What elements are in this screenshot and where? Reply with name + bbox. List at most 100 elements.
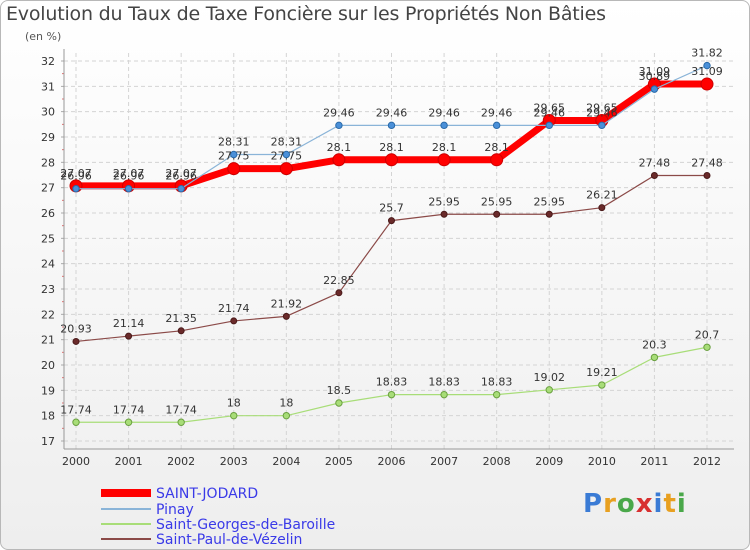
data-label: 29.65 — [586, 102, 618, 115]
data-point — [598, 121, 606, 130]
data-label: 26.96 — [60, 170, 92, 183]
legend-label-0: SAINT-JODARD — [156, 486, 258, 502]
data-label: 28.1 — [484, 141, 509, 154]
logo-letter: i — [653, 489, 664, 519]
data-point — [177, 327, 185, 335]
data-point — [545, 121, 553, 130]
data-point — [230, 411, 238, 420]
y-tick-label: 23 — [41, 283, 55, 296]
data-label: 29.65 — [534, 102, 566, 115]
data-point — [440, 121, 448, 130]
data-label: 27.07 — [113, 167, 145, 180]
data-point — [227, 162, 241, 176]
data-point — [387, 390, 396, 399]
axes: 17 18 19 20 21 22 23 24 25 26 27 28 29 30 31 32 2000 2001… — [41, 49, 734, 468]
data-label: 18.83 — [481, 376, 513, 389]
data-label: 20.3 — [642, 338, 667, 351]
y-tick-label: 24 — [41, 258, 55, 271]
x-tick-label: 2001 — [115, 455, 143, 468]
data-point — [650, 353, 659, 362]
series — [69, 61, 714, 426]
data-label: 18.83 — [376, 376, 408, 389]
data-point — [177, 184, 185, 193]
data-point — [72, 418, 80, 426]
x-tick-label: 2009 — [535, 455, 563, 468]
data-point — [230, 150, 238, 159]
data-point — [335, 289, 343, 297]
data-label: 31.09 — [639, 65, 671, 78]
data-point — [279, 162, 293, 176]
x-tick-label: 2002 — [167, 455, 195, 468]
data-label: 21.14 — [113, 317, 145, 330]
logo-letter: i — [676, 489, 687, 519]
data-point — [72, 337, 80, 345]
data-label: 18 — [227, 397, 241, 410]
data-label: 29.46 — [323, 106, 355, 119]
data-point — [545, 210, 553, 218]
x-tick-label: 2003 — [220, 455, 248, 468]
x-tick-label: 2007 — [430, 455, 458, 468]
data-label: 27.07 — [60, 167, 92, 180]
data-point — [124, 418, 133, 426]
data-label: 27.48 — [639, 157, 671, 170]
data-point — [545, 386, 553, 394]
y-tick-label: 19 — [41, 384, 55, 397]
data-label: 29.46 — [586, 106, 618, 119]
data-label: 21.74 — [218, 302, 250, 315]
data-point — [703, 61, 711, 70]
data-point — [440, 210, 448, 218]
y-tick-label: 27 — [41, 182, 55, 195]
x-tick-label: 2012 — [693, 455, 721, 468]
data-point — [335, 121, 343, 130]
data-label: 20.7 — [695, 328, 720, 341]
data-point — [700, 77, 714, 91]
data-label: 19.02 — [534, 371, 566, 384]
data-label: 25.95 — [481, 195, 513, 208]
chart-subtitle: (en %) — [25, 30, 62, 43]
data-point — [493, 210, 501, 218]
data-point — [598, 381, 606, 389]
y-tick-label: 21 — [41, 334, 55, 347]
data-label: 27.48 — [691, 157, 723, 170]
data-point — [282, 150, 291, 159]
y-tick-label: 32 — [41, 55, 55, 68]
data-label: 21.92 — [271, 297, 303, 310]
chart-title: Evolution du Taux de Taxe Foncière sur l… — [6, 3, 606, 25]
x-tick-label: 2005 — [325, 455, 353, 468]
data-label: 19.21 — [586, 366, 618, 379]
data-label: 21.35 — [165, 312, 197, 325]
data-label: 29.46 — [481, 106, 513, 119]
logo-letter: r — [603, 489, 617, 519]
data-point — [490, 153, 504, 167]
data-point — [282, 312, 290, 320]
y-tick-label: 22 — [41, 308, 55, 321]
legend-label-2: Saint-Georges-de-Baroille — [156, 517, 335, 533]
data-label: 27.75 — [218, 150, 250, 163]
y-tick-label: 20 — [41, 359, 55, 372]
data-label: 26.21 — [586, 189, 618, 202]
y-tick-label: 17 — [41, 435, 55, 448]
data-label: 25.7 — [379, 202, 404, 215]
legend-label-1: Pinay — [156, 502, 194, 518]
data-label: 28.1 — [432, 141, 457, 154]
x-tick-label: 2011 — [640, 455, 668, 468]
data-label: 17.74 — [113, 403, 145, 416]
x-tick-label: 2000 — [62, 455, 90, 468]
data-point — [388, 217, 395, 225]
data-point — [650, 85, 659, 93]
data-label: 27.75 — [271, 150, 303, 163]
data-label: 18 — [279, 397, 293, 410]
data-label: 25.95 — [428, 195, 460, 208]
data-label: 29.46 — [376, 106, 408, 119]
data-point — [492, 121, 501, 130]
data-point — [335, 399, 343, 407]
data-label: 31.82 — [691, 47, 723, 60]
data-point — [492, 390, 501, 399]
data-point — [177, 418, 185, 426]
logo-letter: o — [616, 489, 636, 519]
data-point — [230, 317, 238, 325]
logo-letter: x — [635, 489, 654, 519]
data-label: 28.31 — [218, 135, 250, 148]
data-point — [124, 184, 133, 193]
